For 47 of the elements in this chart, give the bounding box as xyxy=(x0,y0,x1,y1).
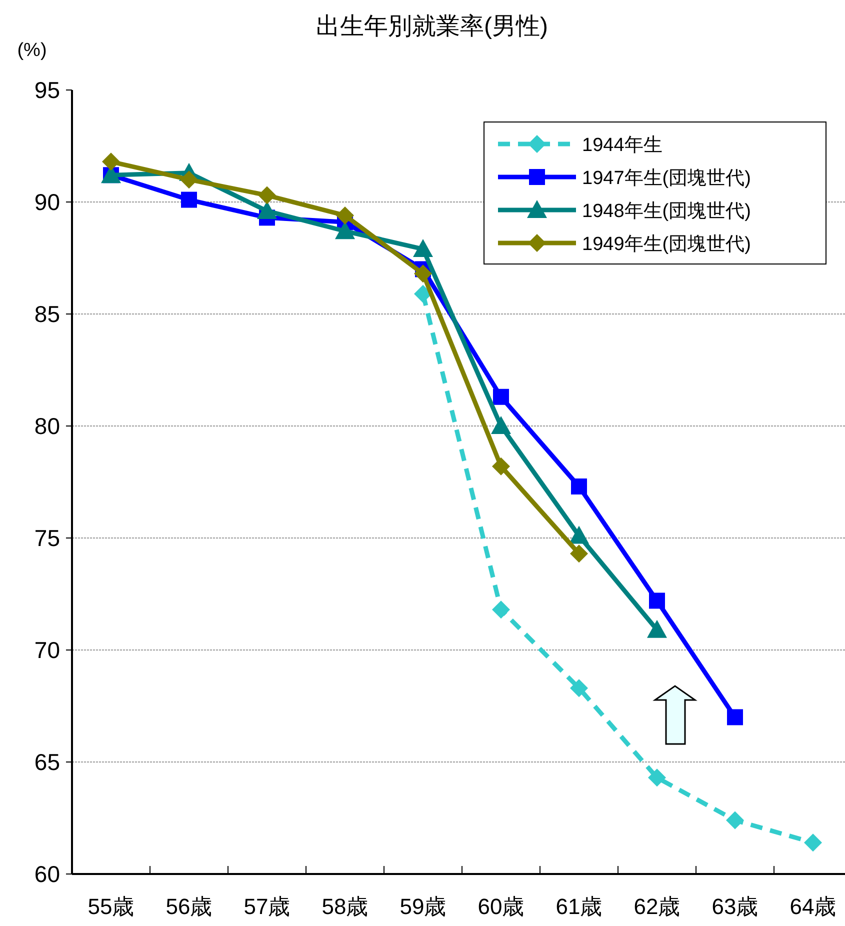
x-tick-label: 60歳 xyxy=(478,894,524,919)
point xyxy=(258,186,276,204)
point xyxy=(804,834,822,852)
point xyxy=(727,709,743,726)
point xyxy=(571,478,587,494)
y-tick-label: 65 xyxy=(34,749,60,775)
x-tick-label: 64歳 xyxy=(790,894,836,919)
point xyxy=(102,152,120,171)
y-axis-title: (%) xyxy=(17,40,47,61)
x-tick-label: 56歳 xyxy=(166,894,212,919)
point xyxy=(414,284,432,303)
y-tick-label: 60 xyxy=(34,861,60,887)
point xyxy=(569,526,589,544)
point xyxy=(492,457,510,476)
point xyxy=(180,170,198,189)
y-tick-label: 80 xyxy=(34,413,60,439)
point xyxy=(647,620,667,638)
point xyxy=(414,264,432,283)
x-tick-label: 61歳 xyxy=(556,894,602,919)
point xyxy=(726,811,744,830)
point xyxy=(492,600,510,619)
y-tick-label: 95 xyxy=(34,77,60,103)
legend-label: 1944年生 xyxy=(582,135,662,156)
x-tick-label: 63歳 xyxy=(712,894,758,919)
point xyxy=(648,768,666,787)
legend-label: 1947年生(団塊世代) xyxy=(582,168,751,189)
y-tick-label: 85 xyxy=(34,301,60,327)
point xyxy=(491,416,511,434)
point xyxy=(493,388,509,405)
point xyxy=(335,221,355,240)
point xyxy=(181,192,197,208)
legend-label: 1948年生(団塊世代) xyxy=(582,201,751,222)
y-tick-label: 90 xyxy=(34,189,60,215)
x-tick-label: 58歳 xyxy=(322,894,368,919)
point xyxy=(570,544,588,563)
point xyxy=(336,206,354,224)
chart-title: 出生年別就業率(男性) xyxy=(316,13,548,40)
point xyxy=(649,592,665,609)
y-tick-label: 70 xyxy=(34,637,60,663)
x-tick-label: 62歳 xyxy=(634,894,680,919)
legend-label: 1949年生(団塊世代) xyxy=(582,234,751,255)
x-tick-label: 55歳 xyxy=(88,894,134,919)
point xyxy=(413,239,433,258)
x-tick-label: 57歳 xyxy=(244,894,290,919)
y-tick-label: 75 xyxy=(34,525,60,551)
point xyxy=(570,679,588,698)
x-tick-label: 59歳 xyxy=(400,894,446,919)
